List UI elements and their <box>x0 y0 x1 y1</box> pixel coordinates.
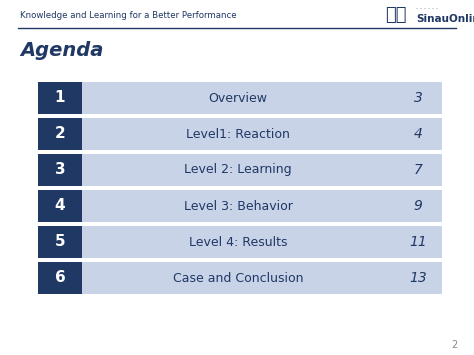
Text: Level1: Reaction: Level1: Reaction <box>186 127 290 141</box>
Text: 欣翔: 欣翔 <box>385 6 407 24</box>
FancyBboxPatch shape <box>38 262 82 294</box>
Text: 5: 5 <box>55 235 65 250</box>
Text: SinauOnline: SinauOnline <box>416 14 474 24</box>
Text: 1: 1 <box>55 91 65 105</box>
FancyBboxPatch shape <box>394 82 442 114</box>
FancyBboxPatch shape <box>38 226 82 258</box>
Text: Agenda: Agenda <box>20 40 103 60</box>
FancyBboxPatch shape <box>394 154 442 186</box>
Text: Level 4: Results: Level 4: Results <box>189 235 287 248</box>
FancyBboxPatch shape <box>82 154 394 186</box>
FancyBboxPatch shape <box>38 154 82 186</box>
FancyBboxPatch shape <box>82 226 394 258</box>
Text: 2: 2 <box>55 126 65 142</box>
FancyBboxPatch shape <box>394 226 442 258</box>
Text: 3: 3 <box>55 163 65 178</box>
FancyBboxPatch shape <box>38 82 82 114</box>
Text: Knowledge and Learning for a Better Performance: Knowledge and Learning for a Better Perf… <box>20 11 237 21</box>
Text: Case and Conclusion: Case and Conclusion <box>173 272 303 284</box>
FancyBboxPatch shape <box>38 190 82 222</box>
Text: 7: 7 <box>413 163 422 177</box>
Text: Overview: Overview <box>209 92 267 104</box>
Text: 6: 6 <box>55 271 65 285</box>
Text: 2: 2 <box>452 340 458 350</box>
Text: 4: 4 <box>413 127 422 141</box>
FancyBboxPatch shape <box>394 262 442 294</box>
Text: · · · · · ·: · · · · · · <box>416 6 438 11</box>
FancyBboxPatch shape <box>394 118 442 150</box>
Text: 9: 9 <box>413 199 422 213</box>
Text: Level 3: Behavior: Level 3: Behavior <box>183 200 292 213</box>
FancyBboxPatch shape <box>82 82 394 114</box>
Text: 4: 4 <box>55 198 65 213</box>
FancyBboxPatch shape <box>38 118 82 150</box>
FancyBboxPatch shape <box>394 190 442 222</box>
Text: 11: 11 <box>409 235 427 249</box>
FancyBboxPatch shape <box>82 118 394 150</box>
FancyBboxPatch shape <box>82 262 394 294</box>
Text: 3: 3 <box>413 91 422 105</box>
FancyBboxPatch shape <box>82 190 394 222</box>
Text: 13: 13 <box>409 271 427 285</box>
Text: Level 2: Learning: Level 2: Learning <box>184 164 292 176</box>
